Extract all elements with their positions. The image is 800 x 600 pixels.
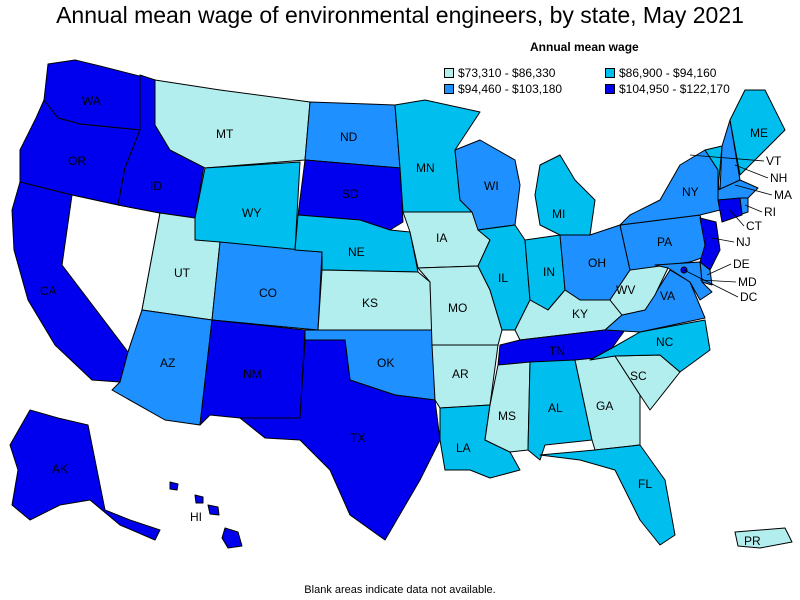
state-HI-island[interactable] <box>207 504 220 516</box>
state-RI[interactable] <box>739 197 749 215</box>
state-MD[interactable] <box>654 261 713 301</box>
label-PR: PR <box>744 534 761 548</box>
label-ME: ME <box>750 126 768 140</box>
label-IL: IL <box>498 271 508 285</box>
label-NC: NC <box>656 335 674 349</box>
label-FL: FL <box>638 477 652 491</box>
label-MT: MT <box>216 127 234 141</box>
map-title: Annual mean wage of environmental engine… <box>56 2 744 28</box>
label-MN: MN <box>416 161 435 175</box>
label-WV: WV <box>616 283 635 297</box>
label-NE: NE <box>348 245 365 259</box>
label-KS: KS <box>362 296 378 310</box>
label-ND: ND <box>340 130 358 144</box>
label-AZ: AZ <box>160 356 175 370</box>
label-WA: WA <box>82 94 101 108</box>
label-NJ: NJ <box>736 235 751 249</box>
state-ME[interactable] <box>729 89 786 176</box>
state-PR[interactable] <box>734 527 793 549</box>
state-NC[interactable] <box>589 319 711 373</box>
state-AK[interactable] <box>9 409 161 541</box>
label-SC: SC <box>630 369 647 383</box>
label-VA: VA <box>660 289 675 303</box>
state-MT[interactable] <box>154 79 311 169</box>
label-DC: DC <box>740 290 758 304</box>
label-AL: AL <box>548 401 563 415</box>
label-GA: GA <box>596 399 613 413</box>
label-ID: ID <box>150 179 162 193</box>
label-OH: OH <box>588 256 606 270</box>
legend-item-bin-2: $86,900 - $94,160 <box>605 66 716 80</box>
label-MD: MD <box>738 275 757 289</box>
label-IA: IA <box>436 231 447 245</box>
legend-label: $104,950 - $122,170 <box>619 82 730 96</box>
label-MO: MO <box>448 301 467 315</box>
legend-item-bin-4: $104,950 - $122,170 <box>605 82 730 96</box>
legend-swatch <box>605 84 615 94</box>
label-NY: NY <box>682 185 699 199</box>
label-IN: IN <box>543 265 555 279</box>
label-WY: WY <box>242 206 261 220</box>
label-AR: AR <box>452 367 469 381</box>
label-LA: LA <box>456 441 471 455</box>
legend-swatch <box>605 68 615 78</box>
label-SD: SD <box>342 187 359 201</box>
label-DE: DE <box>733 257 750 271</box>
legend-title: Annual mean wage <box>530 40 639 54</box>
state-FL[interactable] <box>539 444 676 546</box>
label-KY: KY <box>572 307 588 321</box>
label-HI: HI <box>190 510 202 524</box>
label-UT: UT <box>174 266 191 280</box>
legend-label: $73,310 - $86,330 <box>458 66 556 80</box>
legend-item-bin-1: $73,310 - $86,330 <box>444 66 555 80</box>
legend-label: $86,900 - $94,160 <box>619 66 717 80</box>
label-leader-lines <box>683 154 773 298</box>
label-TX: TX <box>350 431 365 445</box>
legend-swatch <box>444 68 454 78</box>
label-MS: MS <box>498 409 516 423</box>
state-MA[interactable] <box>717 179 759 201</box>
label-RI: RI <box>764 205 776 219</box>
label-AK: AK <box>52 462 68 476</box>
label-NM: NM <box>243 367 262 381</box>
label-PA: PA <box>657 235 672 249</box>
label-OR: OR <box>68 154 86 168</box>
state-HI[interactable] <box>221 527 243 549</box>
label-NH: NH <box>770 171 787 185</box>
state-HI-island[interactable] <box>194 494 204 504</box>
label-VT: VT <box>766 154 782 168</box>
legend-item-bin-3: $94,460 - $103,180 <box>444 82 562 96</box>
state-MI[interactable] <box>534 154 596 236</box>
label-CT: CT <box>746 219 763 233</box>
label-OK: OK <box>377 356 394 370</box>
label-CA: CA <box>40 284 57 298</box>
label-WI: WI <box>484 179 499 193</box>
label-MA: MA <box>774 188 792 202</box>
label-TN: TN <box>549 344 565 358</box>
footnote: Blank areas indicate data not available. <box>304 584 496 596</box>
state-TX[interactable] <box>239 339 441 541</box>
label-CO: CO <box>259 286 277 300</box>
legend-label: $94,460 - $103,180 <box>458 82 563 96</box>
legend-swatch <box>444 84 454 94</box>
label-MI: MI <box>552 207 565 221</box>
state-HI-island[interactable] <box>169 481 179 491</box>
state-NY[interactable] <box>619 149 721 226</box>
state-IL[interactable] <box>477 224 531 331</box>
